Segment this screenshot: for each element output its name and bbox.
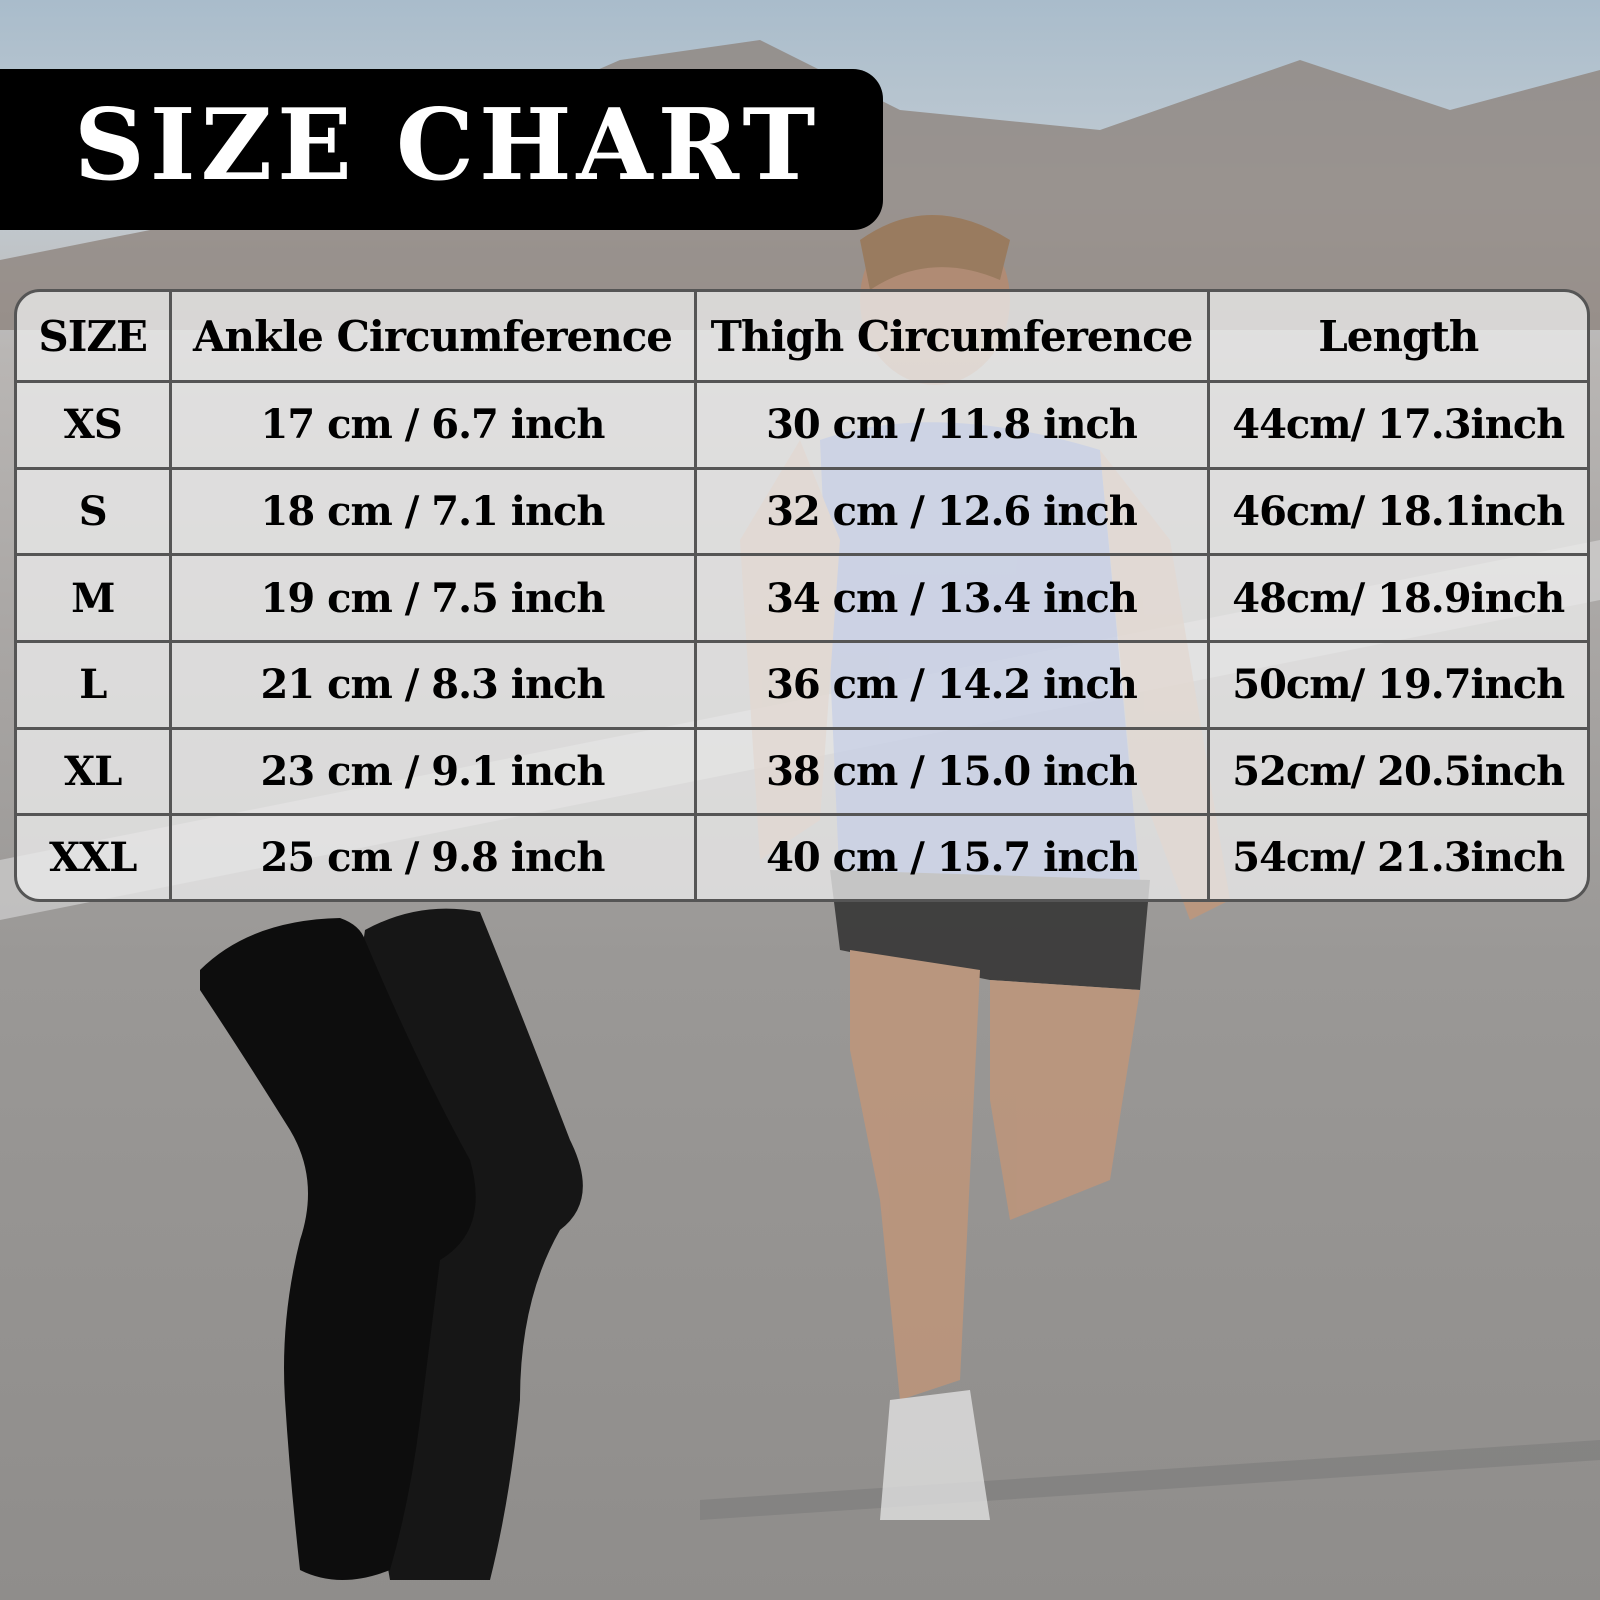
size-cell: L bbox=[17, 640, 172, 730]
header-size: SIZE bbox=[17, 292, 172, 383]
title-banner: SIZE CHART bbox=[0, 69, 883, 230]
road-line-lower bbox=[700, 1440, 1600, 1520]
thigh-cell: 38 cm / 15.0 inch bbox=[693, 726, 1210, 817]
table-row: XL 23 cm / 9.1 inch 38 cm / 15.0 inch 52cm/… bbox=[17, 726, 1587, 817]
size-cell: XS bbox=[17, 380, 172, 470]
length-cell: 54cm/ 21.3inch bbox=[1206, 813, 1587, 899]
table-row: L 21 cm / 8.3 inch 36 cm / 14.2 inch 50cm/ … bbox=[17, 640, 1587, 730]
thigh-cell: 40 cm / 15.7 inch bbox=[693, 813, 1210, 899]
page-title: SIZE CHART bbox=[74, 88, 821, 203]
size-chart-table: SIZE Ankle Circumference Thigh Circumfer… bbox=[14, 289, 1590, 902]
thigh-cell: 34 cm / 13.4 inch bbox=[693, 553, 1210, 644]
table-row: M 19 cm / 7.5 inch 34 cm / 13.4 inch 48cm/ … bbox=[17, 553, 1587, 644]
header-thigh: Thigh Circumference bbox=[693, 292, 1210, 383]
ankle-cell: 18 cm / 7.1 inch bbox=[168, 466, 697, 557]
length-cell: 52cm/ 20.5inch bbox=[1206, 726, 1587, 817]
length-cell: 48cm/ 18.9inch bbox=[1206, 553, 1587, 644]
table-row: XXL 25 cm / 9.8 inch 40 cm / 15.7 inch 54cm… bbox=[17, 813, 1587, 899]
ankle-cell: 23 cm / 9.1 inch bbox=[168, 726, 697, 817]
length-cell: 50cm/ 19.7inch bbox=[1206, 640, 1587, 730]
leg-sleeves-product-image bbox=[200, 908, 583, 1580]
header-length: Length bbox=[1206, 292, 1587, 383]
ankle-cell: 19 cm / 7.5 inch bbox=[168, 553, 697, 644]
table-header-row: SIZE Ankle Circumference Thigh Circumfer… bbox=[17, 292, 1587, 383]
table-row: XS 17 cm / 6.7 inch 30 cm / 11.8 inch 44cm/… bbox=[17, 380, 1587, 470]
header-ankle: Ankle Circumference bbox=[168, 292, 697, 383]
size-cell: M bbox=[17, 553, 172, 644]
length-cell: 44cm/ 17.3inch bbox=[1206, 380, 1587, 470]
ankle-cell: 25 cm / 9.8 inch bbox=[168, 813, 697, 899]
size-cell: XXL bbox=[17, 813, 172, 899]
table-row: S 18 cm / 7.1 inch 32 cm / 12.6 inch 46cm/ … bbox=[17, 466, 1587, 557]
thigh-cell: 30 cm / 11.8 inch bbox=[693, 380, 1210, 470]
length-cell: 46cm/ 18.1inch bbox=[1206, 466, 1587, 557]
size-cell: S bbox=[17, 466, 172, 557]
ankle-cell: 17 cm / 6.7 inch bbox=[168, 380, 697, 470]
thigh-cell: 36 cm / 14.2 inch bbox=[693, 640, 1210, 730]
sleeve-front bbox=[200, 918, 476, 1580]
size-cell: XL bbox=[17, 726, 172, 817]
ankle-cell: 21 cm / 8.3 inch bbox=[168, 640, 697, 730]
thigh-cell: 32 cm / 12.6 inch bbox=[693, 466, 1210, 557]
